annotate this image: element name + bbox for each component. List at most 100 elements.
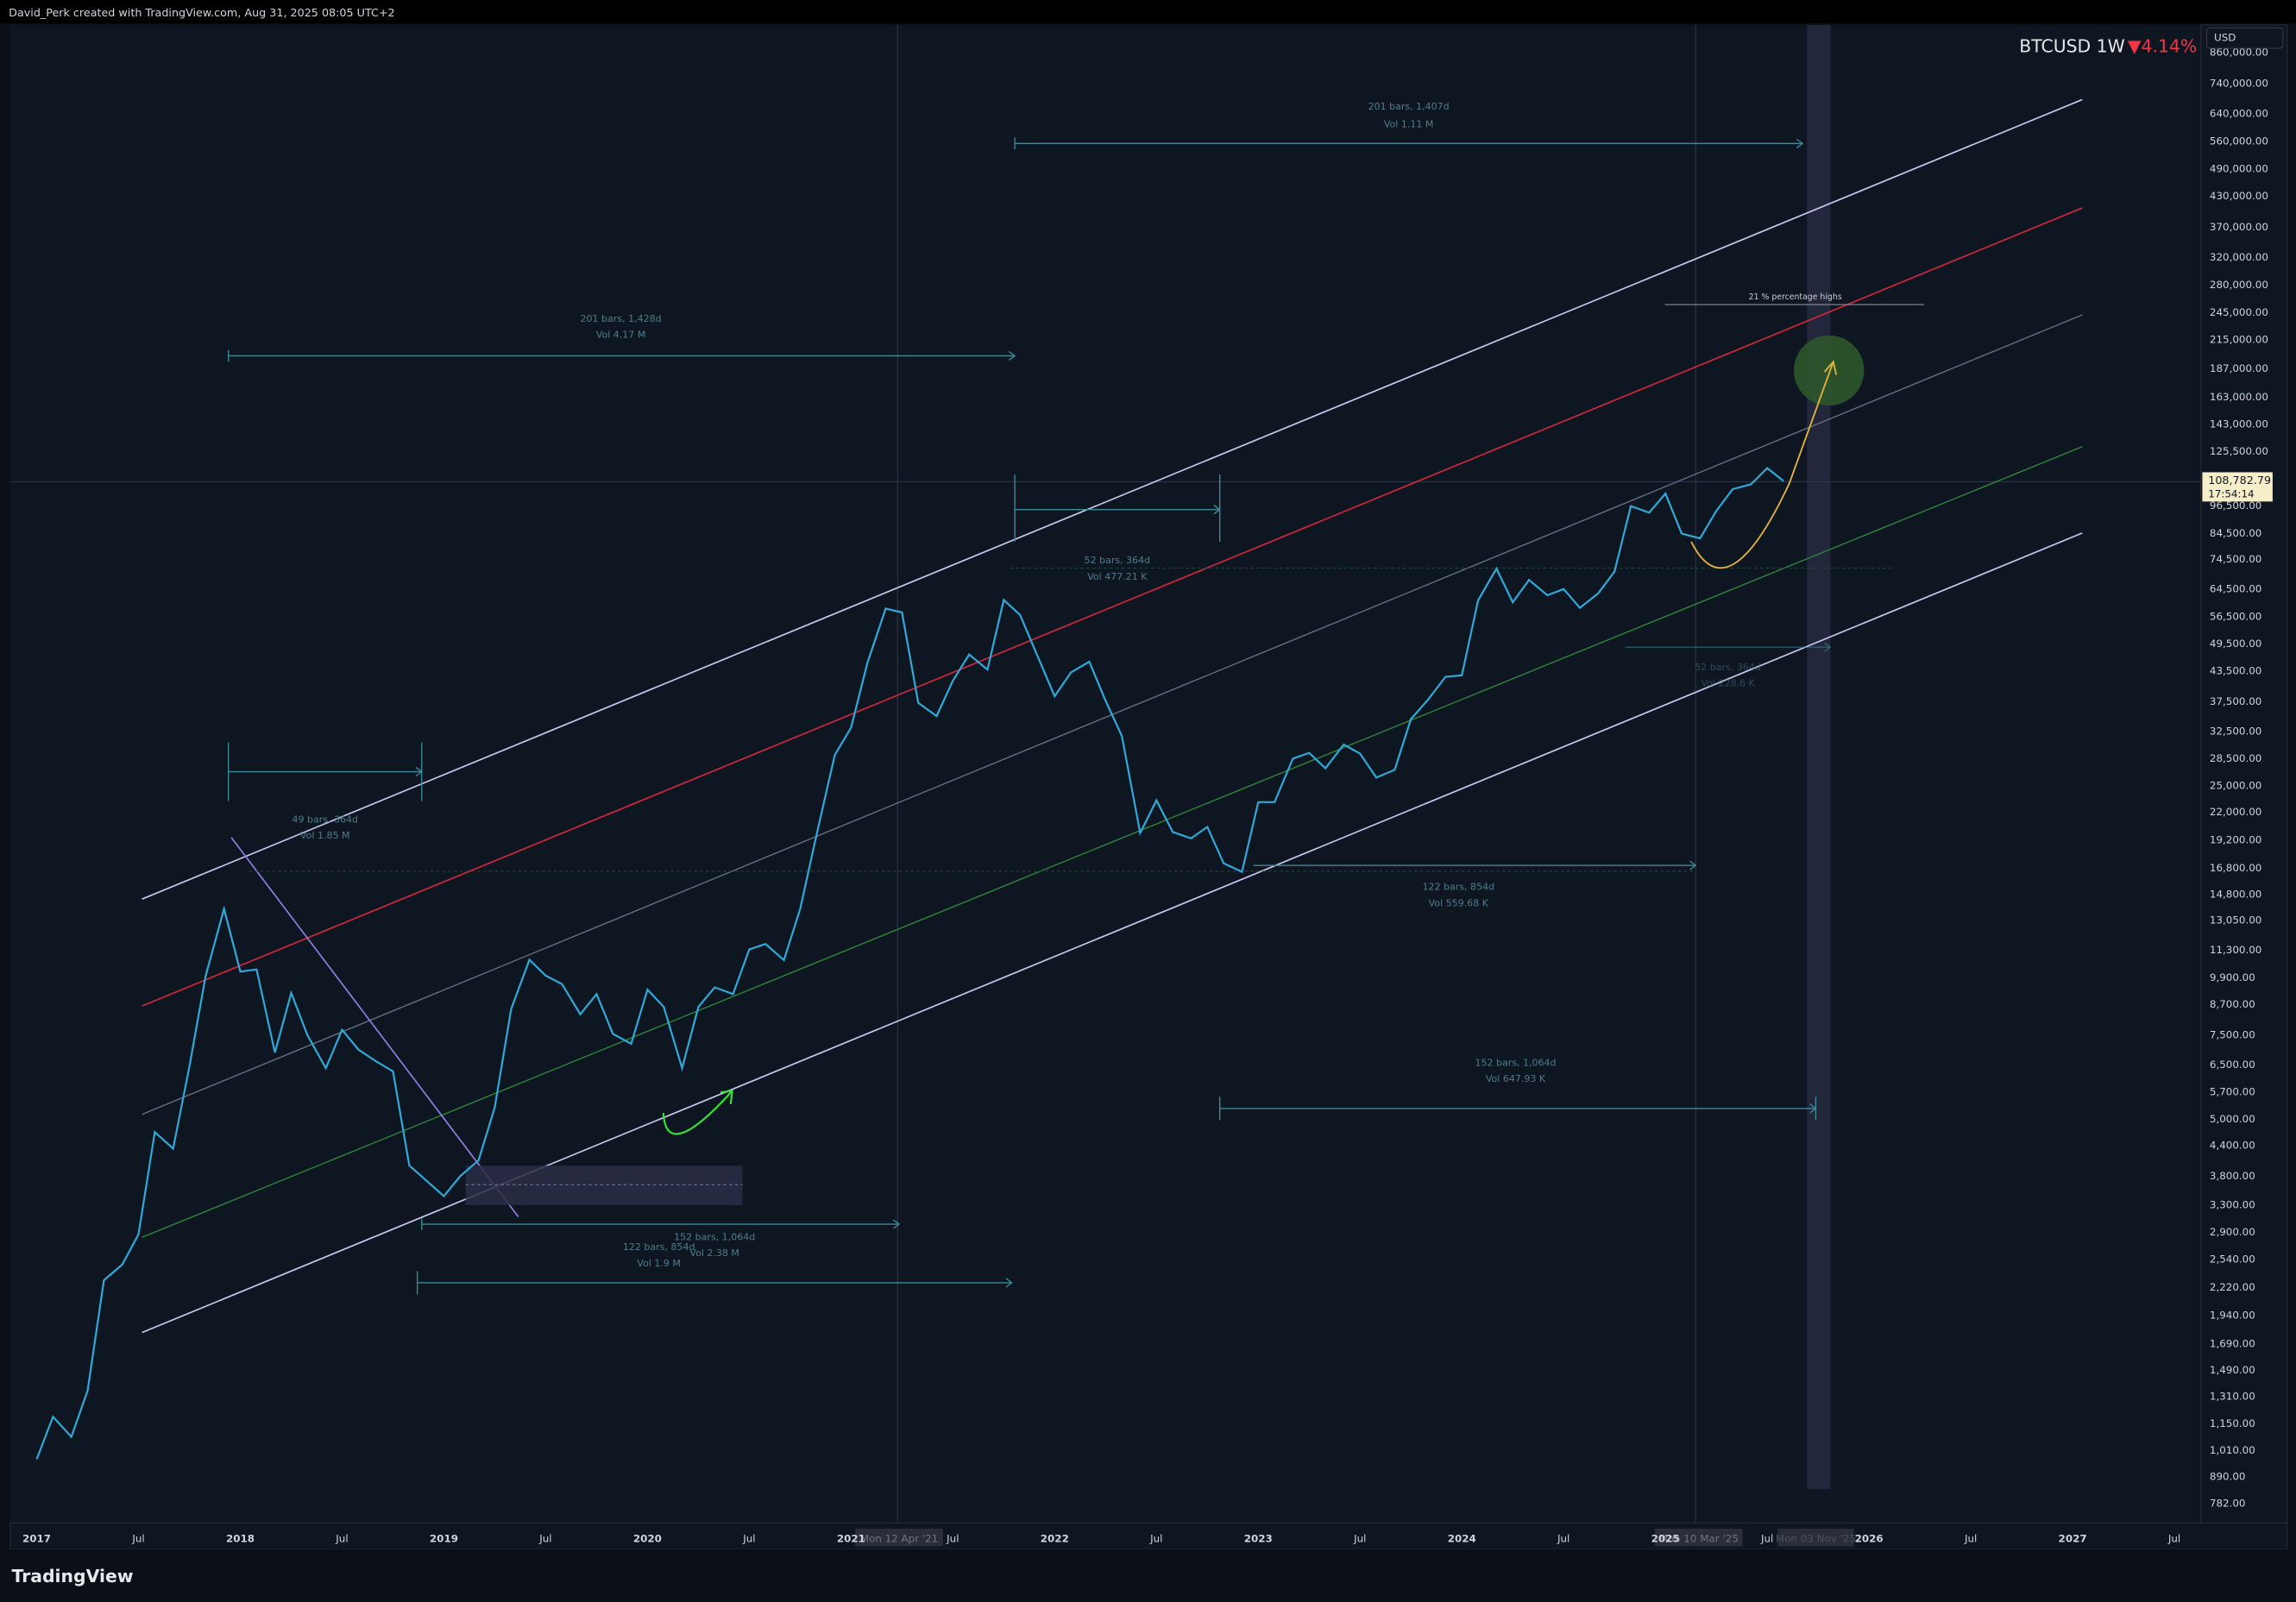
measure [1219, 1096, 1817, 1121]
date-tooltip [1654, 1529, 1743, 1547]
plot-area [9, 24, 2201, 1523]
date-tooltip-label: Mon 12 Apr '21 [860, 1532, 938, 1544]
x-tick-label: Jul [2167, 1532, 2180, 1544]
y-tick-label: 430,000.00 [2210, 190, 2268, 202]
y-tick-label: 56,500.00 [2210, 610, 2261, 622]
measure [1253, 860, 1697, 870]
channel-upper [142, 98, 2083, 900]
measure-label: 152 bars, 1,064d [674, 1231, 755, 1242]
x-tick-label: Jul [1760, 1532, 1773, 1544]
currency[interactable]: USD [2214, 32, 2236, 44]
date-tooltip-label: Mon 03 Nov '25 [1776, 1532, 1856, 1544]
y-tick-label: 11,300.00 [2210, 944, 2261, 956]
y-tick-label: 5,700.00 [2210, 1085, 2255, 1097]
highs-label: 21 % percentage highs [1749, 292, 1842, 302]
measure-label: 49 bars, 364d [292, 814, 358, 826]
channel-lower [142, 532, 2083, 1334]
y-tick-label: 740,000.00 [2210, 78, 2268, 90]
x-tick-label: 2022 [1041, 1532, 1069, 1544]
date-tooltip-label: Mon 10 Mar '25 [1659, 1532, 1739, 1544]
y-tick-label: 19,200.00 [2210, 834, 2261, 846]
y-tick-label: 9,900.00 [2210, 971, 2255, 983]
x-tick-label: 2027 [2059, 1532, 2087, 1544]
measure-label: 122 bars, 854d [623, 1241, 695, 1253]
x-tick-label: Jul [1557, 1532, 1569, 1544]
target-circle [1793, 335, 1865, 406]
y-tick-label: 490,000.00 [2210, 163, 2268, 175]
x-tick-label: Jul [538, 1532, 551, 1544]
y-tick-label: 28,500.00 [2210, 752, 2261, 764]
y-tick-label: 320,000.00 [2210, 251, 2268, 263]
y-tick-label: 3,300.00 [2210, 1199, 2255, 1211]
x-tick-label: 2019 [430, 1532, 458, 1544]
footer [0, 1549, 2296, 1602]
yellow-arrow [1690, 360, 1838, 569]
y-tick-label: 215,000.00 [2210, 333, 2268, 345]
measure [1014, 474, 1221, 543]
measure-label: Vol 477.21 K [1087, 571, 1148, 582]
measure [421, 1218, 901, 1230]
x-tick-label: 2017 [22, 1532, 51, 1544]
y-tick-label: 32,500.00 [2210, 725, 2261, 737]
x-tick-label: Jul [1149, 1532, 1162, 1544]
measure-label: Vol 2.38 M [689, 1247, 739, 1259]
channel-red [142, 207, 2083, 1007]
y-tick-label: 163,000.00 [2210, 391, 2268, 403]
y-tick-label: 1,490.00 [2210, 1364, 2255, 1376]
x-tick-label: 2023 [1244, 1532, 1273, 1544]
y-tick-label: 43,500.00 [2210, 664, 2261, 676]
y-tick-label: 74,500.00 [2210, 553, 2261, 565]
y-tick-label: 14,800.00 [2210, 888, 2261, 900]
y-tick-label: 3,800.00 [2210, 1170, 2255, 1182]
y-tick-label: 1,010.00 [2210, 1444, 2255, 1456]
y-tick-label: 4,400.00 [2210, 1140, 2255, 1152]
green-arrow [662, 1090, 733, 1135]
time-axis [9, 1522, 2288, 1550]
x-tick-label: 2018 [226, 1532, 255, 1544]
y-tick-label: 7,500.00 [2210, 1029, 2255, 1041]
y-tick-label: 280,000.00 [2210, 279, 2268, 291]
y-tick-label: 245,000.00 [2210, 306, 2268, 318]
change: ▼4.14% [2128, 35, 2197, 56]
x-tick-label: Jul [131, 1532, 144, 1544]
y-tick-label: 49,500.00 [2210, 638, 2261, 650]
date-tooltip [855, 1529, 943, 1547]
y-tick-label: 13,050.00 [2210, 914, 2261, 926]
x-tick-label: 2024 [1448, 1532, 1476, 1544]
y-tick-label: 782.00 [2210, 1498, 2246, 1510]
measure [416, 1271, 1013, 1295]
measure-label: Vol 1.85 M [300, 830, 350, 841]
x-tick-label: Jul [742, 1532, 755, 1544]
y-tick-label: 2,220.00 [2210, 1281, 2255, 1293]
price-label: 108,782.79 [2208, 474, 2271, 487]
channel-green [142, 446, 2083, 1238]
y-tick-label: 5,000.00 [2210, 1113, 2255, 1125]
y-tick-label: 860,000.00 [2210, 46, 2268, 58]
y-tick-label: 370,000.00 [2210, 221, 2268, 233]
x-tick-label: Jul [335, 1532, 348, 1544]
y-tick-label: 25,000.00 [2210, 779, 2261, 791]
measure-label: 201 bars, 1,407d [1368, 101, 1450, 112]
y-tick-label: 37,500.00 [2210, 695, 2261, 707]
y-tick-label: 1,150.00 [2210, 1417, 2255, 1429]
y-tick-label: 1,310.00 [2210, 1391, 2255, 1403]
measure [228, 349, 1016, 362]
measure-label: Vol 1.11 M [1384, 118, 1434, 129]
measure-label: 122 bars, 854d [1423, 882, 1495, 893]
y-tick-label: 143,000.00 [2210, 418, 2268, 430]
price-label-box [2202, 472, 2273, 502]
y-tick-label: 2,900.00 [2210, 1226, 2255, 1238]
y-tick-label: 640,000.00 [2210, 107, 2268, 119]
highlight-band [1807, 24, 1831, 1490]
x-tick-label: 2020 [633, 1532, 662, 1544]
measure-label: Vol 559.68 K [1429, 897, 1489, 908]
measure-label: Vol 228.6 K [1701, 678, 1755, 689]
y-tick-label: 64,500.00 [2210, 583, 2261, 595]
y-tick-label: 890.00 [2210, 1471, 2246, 1483]
measure-label: 52 bars, 364d [1695, 662, 1761, 673]
range-box [465, 1165, 743, 1205]
currency-box[interactable] [2206, 27, 2284, 49]
y-tick-label: 560,000.00 [2210, 135, 2268, 148]
y-tick-label: 22,000.00 [2210, 806, 2261, 818]
